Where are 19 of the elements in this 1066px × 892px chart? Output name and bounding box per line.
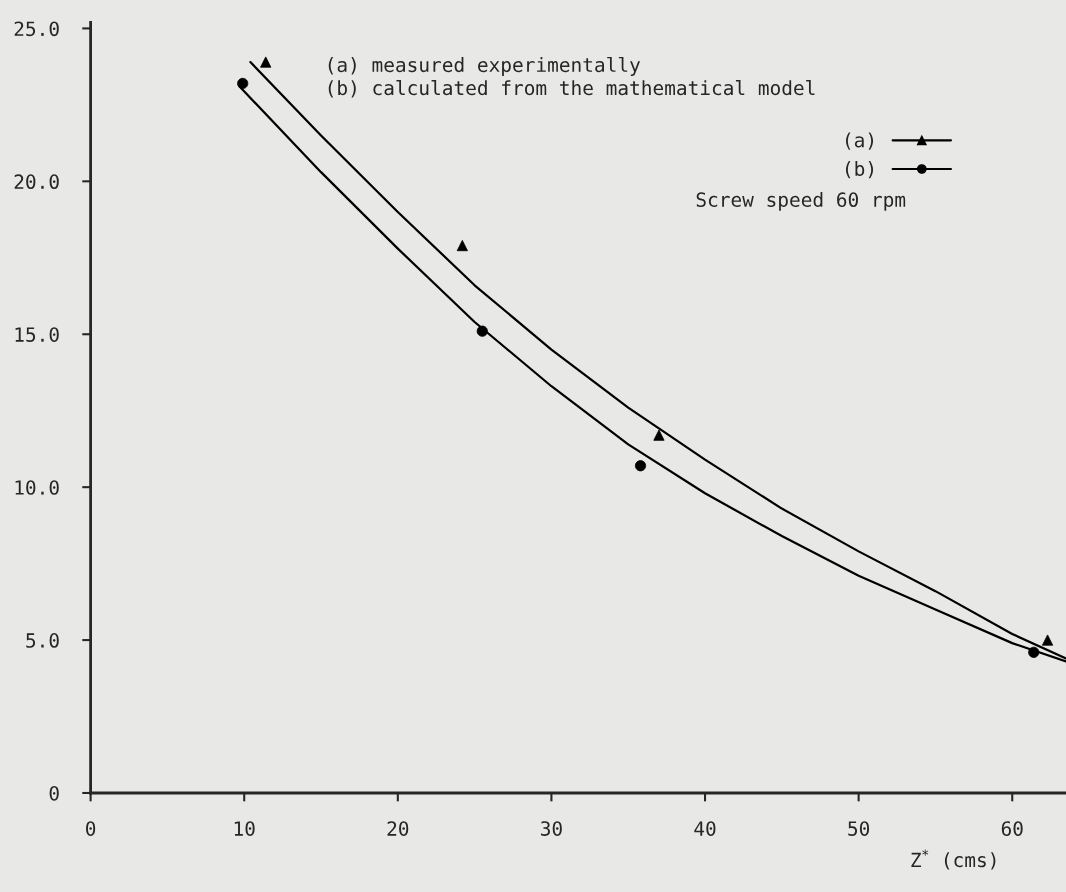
x-tick-label: 40	[694, 821, 716, 836]
y-tick-label: 0	[49, 786, 59, 801]
x-tick-label: 20	[387, 821, 409, 836]
y-tick-label: 10.0	[15, 480, 59, 495]
y-tick-label: 15.0	[15, 327, 59, 342]
y-tick-label: 5.0	[26, 633, 59, 648]
x-tick-label: 60	[1001, 821, 1023, 836]
annotation: (b) calculated from the mathematical model	[328, 80, 815, 98]
annotation: Screw speed 60 rpm	[696, 191, 906, 211]
legend-label: (a)	[846, 132, 874, 150]
x-tick-label: 30	[541, 821, 562, 836]
x-tick-label: 50	[848, 821, 870, 836]
annotation: (a) measured experimentally	[328, 56, 641, 76]
legend-label: (b)	[846, 161, 874, 179]
x-tick-label: 10	[234, 821, 255, 836]
y-tick-label: 25.0	[14, 21, 59, 37]
x-tick-label: 0	[86, 821, 96, 836]
y-tick-label: 20.0	[14, 174, 59, 190]
text: Z$^{*}$ (cms)	[911, 849, 996, 870]
